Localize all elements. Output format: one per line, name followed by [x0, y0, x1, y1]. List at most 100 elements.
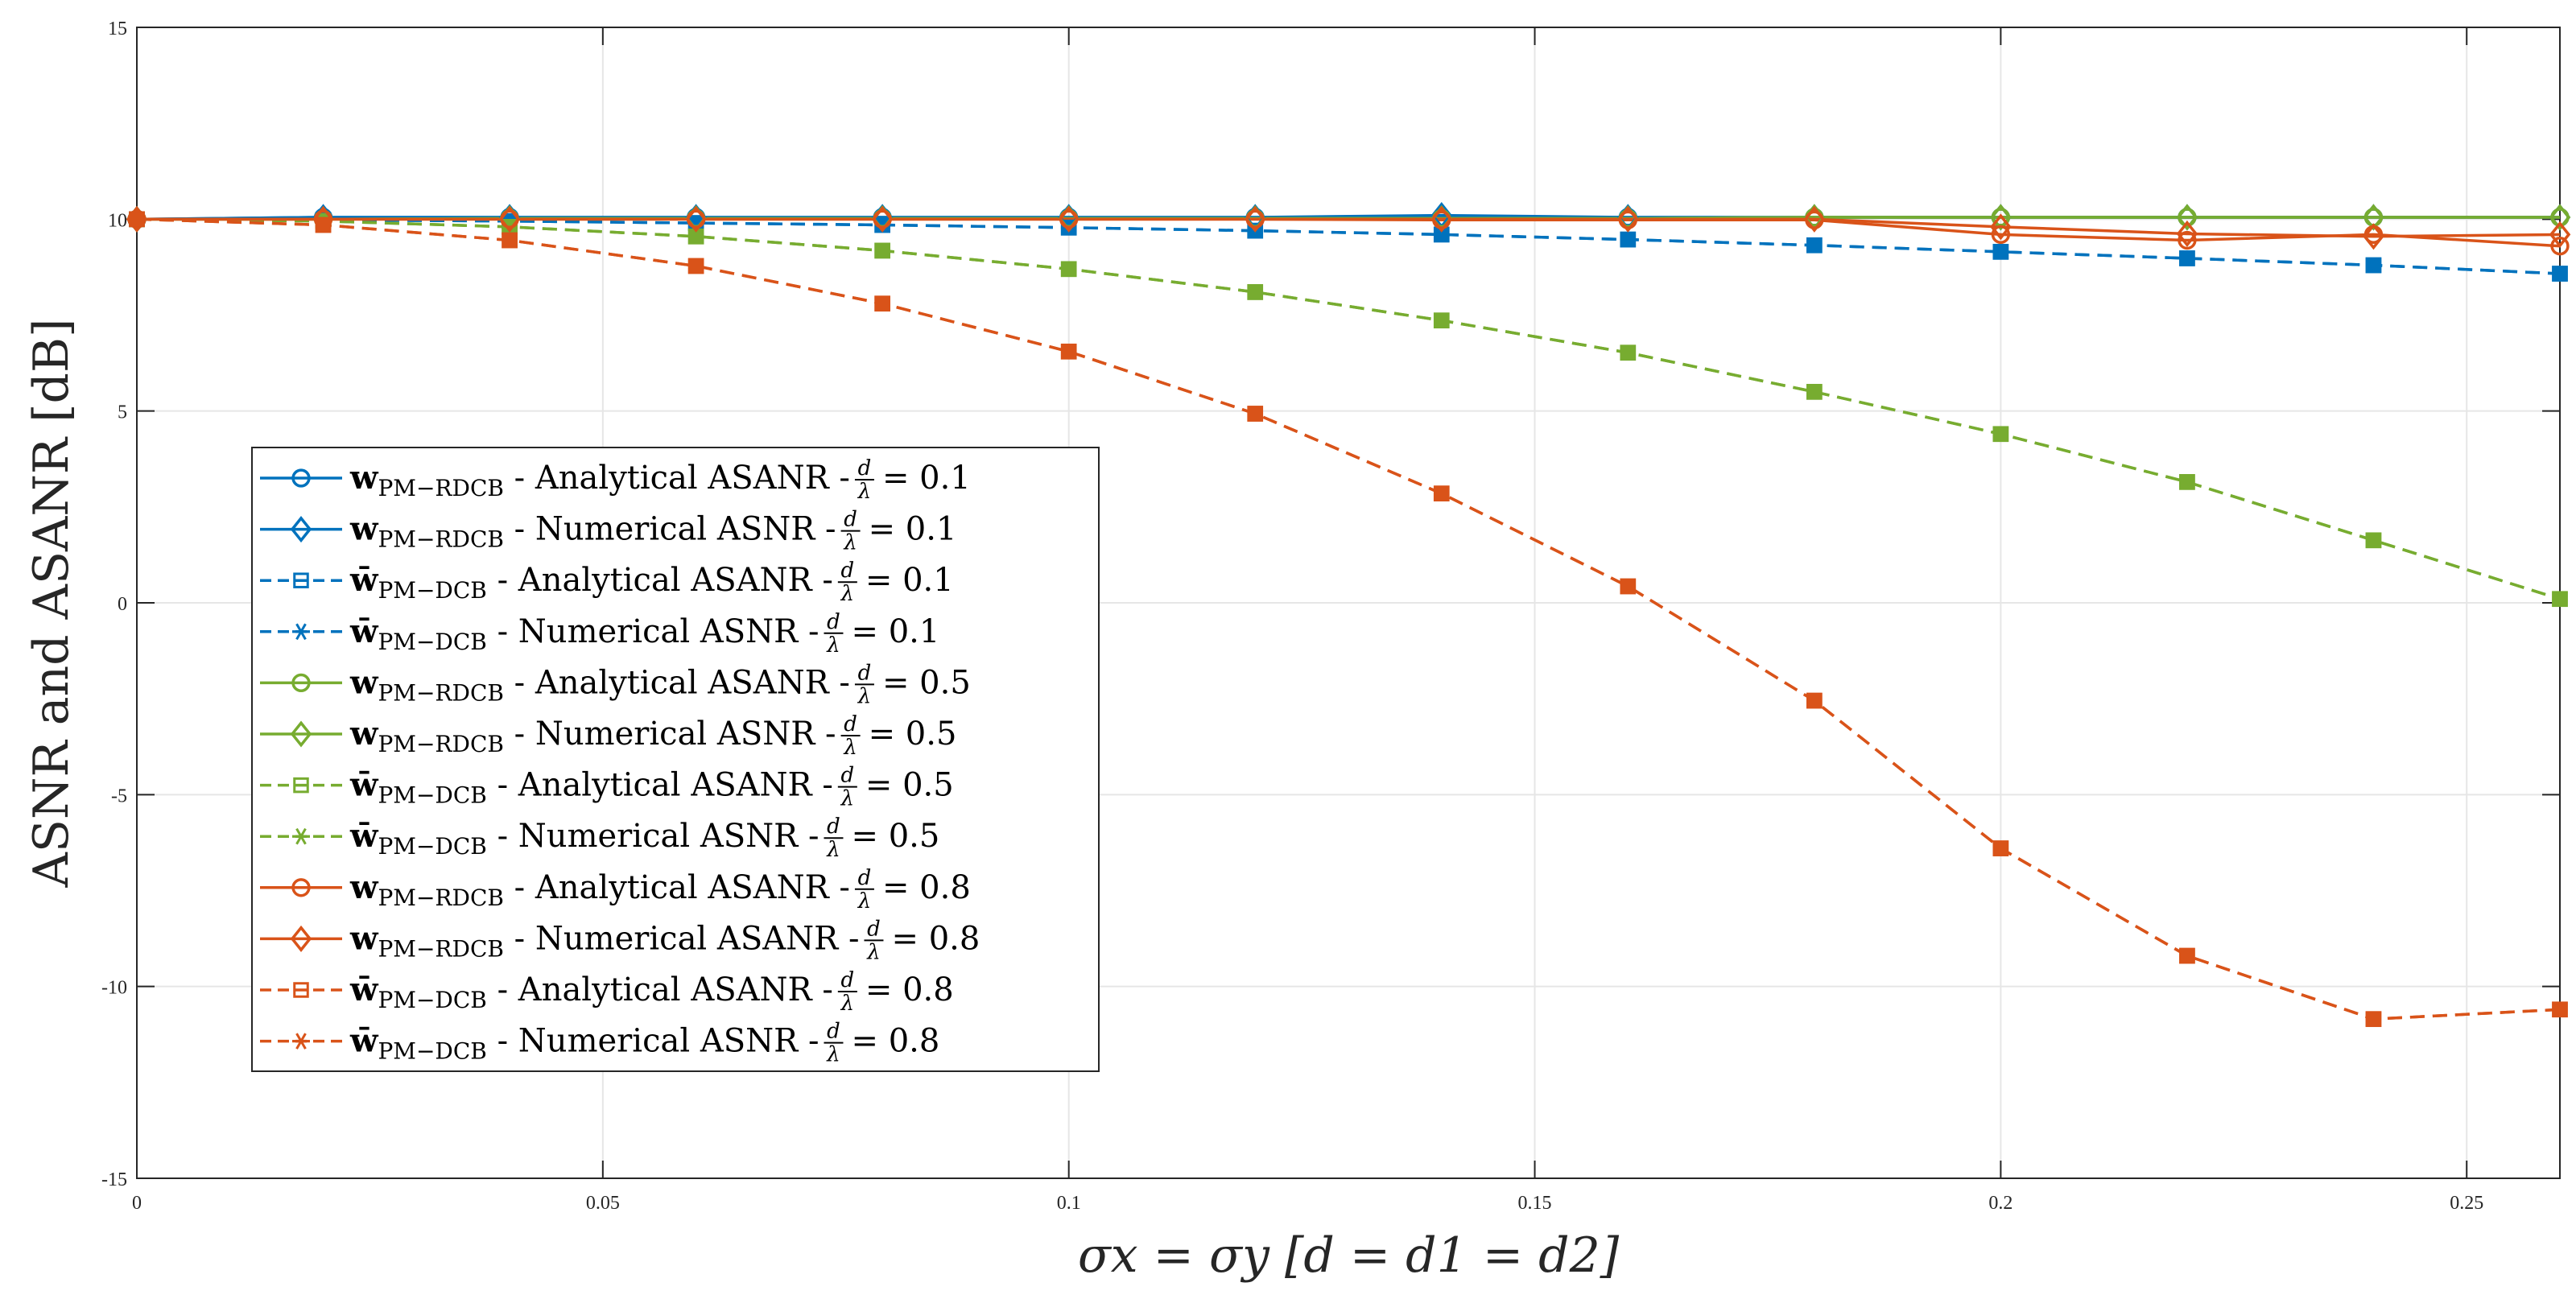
- fraction-numerator: d: [827, 1020, 840, 1044]
- legend-ratio-value: = 0.1: [882, 460, 971, 497]
- legend-label: wPM−RDCB - Analytical ASANR -: [349, 663, 850, 706]
- filled-square-marker: [874, 242, 891, 259]
- legend-entry-1: wPM−RDCB - Analytical ASANR - dλ = 0.1: [260, 456, 971, 504]
- legend-label: w̄PM−DCB - Analytical ASANR -: [349, 766, 833, 809]
- y-tick-label: 10: [108, 210, 127, 231]
- fraction-numerator: d: [827, 815, 840, 839]
- fraction-numerator: d: [844, 712, 857, 736]
- legend-fraction: dλ: [864, 917, 884, 964]
- fraction-numerator: d: [841, 968, 855, 992]
- fraction-denominator: λ: [840, 787, 854, 811]
- legend-entry-3: w̄PM−DCB - Analytical ASANR - dλ = 0.1: [260, 559, 954, 606]
- filled-square-marker: [2179, 474, 2195, 490]
- fraction-numerator: d: [841, 559, 855, 583]
- fraction-denominator: λ: [826, 1043, 840, 1067]
- y-tick-label: 5: [118, 402, 127, 423]
- legend-label: wPM−RDCB - Numerical ASNR -: [349, 715, 836, 757]
- series-markers: [126, 202, 2571, 1028]
- diamond-marker: [290, 720, 312, 748]
- diamond-marker: [2363, 204, 2384, 231]
- y-tick-label: -5: [111, 786, 127, 806]
- series-line-10: [137, 217, 2561, 238]
- fraction-denominator: λ: [826, 838, 840, 862]
- y-tick-label: 0: [118, 594, 127, 615]
- diamond-marker: [871, 205, 894, 233]
- circle-marker: [2550, 237, 2570, 256]
- legend-fraction: dλ: [854, 661, 874, 708]
- legend-ratio-value: = 0.5: [851, 818, 939, 855]
- x-tick-label: 0.25: [2450, 1193, 2483, 1214]
- legend-label: w̄PM−DCB - Numerical ASNR -: [349, 612, 819, 655]
- x-tick-label: 0: [132, 1193, 142, 1214]
- legend-entry-5: wPM−RDCB - Analytical ASANR - dλ = 0.5: [260, 661, 971, 708]
- diamond-marker: [1244, 205, 1266, 233]
- filled-square-marker: [1806, 237, 1823, 254]
- fraction-numerator: d: [858, 456, 872, 480]
- x-tick-label: 0.2: [1988, 1193, 2013, 1214]
- filled-square-marker: [1433, 312, 1450, 329]
- asterisk-marker: [292, 623, 310, 641]
- legend-fraction: dλ: [824, 610, 844, 658]
- diamond-marker: [290, 925, 312, 952]
- diamond-marker: [1803, 205, 1826, 233]
- series-markers-12: [129, 211, 2568, 1028]
- legend-label: wPM−RDCB - Numerical ASANR -: [349, 919, 859, 962]
- legend-ratio-value: = 0.8: [851, 1023, 939, 1060]
- filled-square-marker: [2552, 1001, 2568, 1018]
- x-tick-label: 0.1: [1057, 1193, 1081, 1214]
- filled-square-marker: [687, 258, 704, 274]
- diamond-marker: [2176, 204, 2198, 231]
- filled-square-marker: [1620, 344, 1637, 361]
- series-line-12: [136, 217, 2561, 1021]
- diamond-marker: [1058, 205, 1080, 233]
- legend-fraction: dλ: [824, 815, 844, 862]
- series-line-4: [136, 217, 2561, 275]
- filled-square-marker: [1247, 406, 1264, 422]
- legend-ratio-value: = 0.5: [869, 716, 957, 753]
- circle-marker: [291, 468, 311, 488]
- legend-label: wPM−RDCB - Analytical ASANR -: [349, 459, 850, 501]
- x-axis-title: σx = σy [d = d1 = d2]: [1078, 1227, 1620, 1284]
- legend-entry-4: w̄PM−DCB - Numerical ASNR - dλ = 0.1: [260, 610, 939, 658]
- fraction-denominator: λ: [843, 531, 857, 555]
- legend-ratio-value: = 0.8: [865, 971, 954, 1008]
- axis-titles: σx = σy [d = d1 = d2] ASNR and ASANR [dB…: [23, 319, 1620, 1284]
- filled-square-marker: [2365, 532, 2382, 549]
- axis-ticks: 0 0.05 0.1 0.15 0.2 0.25 15 10 5 0 -5 -10 -15: [101, 19, 2560, 1214]
- diamond-marker: [2549, 204, 2571, 231]
- filled-square-marker: [2179, 250, 2195, 266]
- filled-square-marker: [1806, 383, 1823, 400]
- filled-square-marker: [1620, 578, 1637, 595]
- circle-marker: [291, 673, 311, 693]
- y-axis-title: ASNR and ASANR [dB]: [23, 319, 80, 889]
- legend-entry-7: w̄PM−DCB - Analytical ASANR - dλ = 0.5: [260, 764, 954, 811]
- filled-square-marker: [1060, 343, 1077, 360]
- legend-box: [251, 447, 1100, 1072]
- legend-fraction: dλ: [837, 764, 857, 811]
- diamond-marker: [1990, 213, 2012, 241]
- filled-square-marker: [2179, 947, 2195, 964]
- fraction-denominator: λ: [843, 736, 857, 760]
- legend-ratio-value: = 0.1: [869, 511, 957, 548]
- legend-ratio-value: = 0.8: [891, 920, 980, 957]
- circle-marker: [2178, 230, 2197, 250]
- fraction-numerator: d: [858, 866, 872, 890]
- filled-square-marker: [2365, 1011, 2382, 1028]
- filled-square-marker: [2552, 591, 2568, 608]
- legend-entry-10: wPM−RDCB - Numerical ASANR - dλ = 0.8: [260, 917, 980, 964]
- fraction-denominator: λ: [857, 480, 871, 504]
- fraction-denominator: λ: [866, 940, 880, 964]
- filled-square-marker: [1992, 426, 2009, 443]
- legend-label: w̄PM−DCB - Analytical ASANR -: [349, 971, 833, 1013]
- legend-fraction: dλ: [837, 559, 857, 606]
- legend-entry-8: w̄PM−DCB - Numerical ASNR - dλ = 0.5: [260, 815, 939, 862]
- legend-ratio-value: = 0.1: [851, 613, 939, 650]
- filled-square-marker: [2365, 257, 2382, 274]
- fraction-numerator: d: [844, 508, 857, 532]
- asterisk-marker: [292, 827, 310, 845]
- circle-marker: [1991, 225, 2011, 245]
- square-marker: [293, 572, 309, 588]
- legend-entry-2: wPM−RDCB - Numerical ASNR - dλ = 0.1: [260, 508, 956, 555]
- y-tick-label: -15: [101, 1169, 127, 1190]
- square-marker: [293, 777, 309, 794]
